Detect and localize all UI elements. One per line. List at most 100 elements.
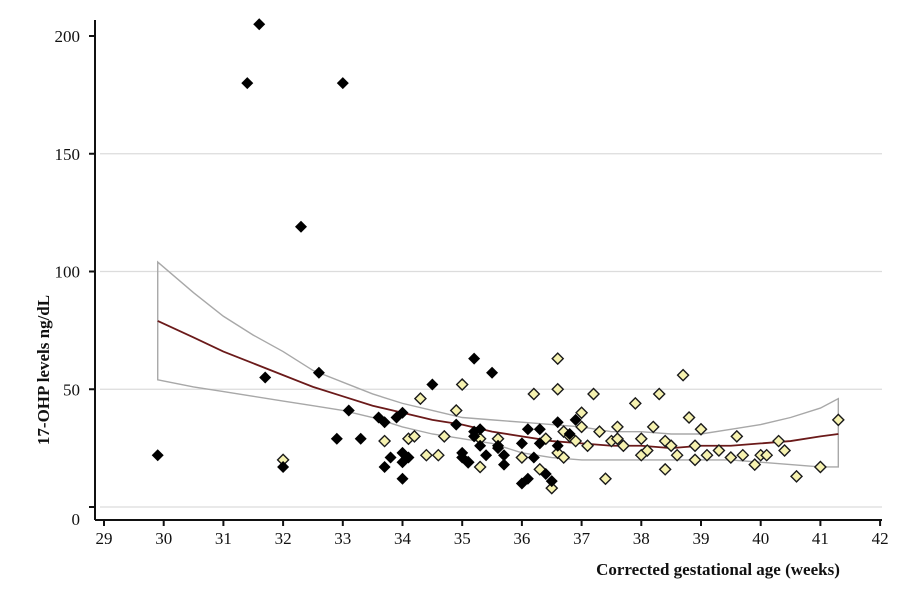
x-tick-label: 35 xyxy=(454,529,471,548)
data-point-black xyxy=(259,371,272,384)
data-point-black xyxy=(378,416,391,429)
x-tick-label: 34 xyxy=(394,529,412,548)
black-diamond-series xyxy=(151,18,582,490)
data-point-yellow xyxy=(670,448,684,462)
data-point-black xyxy=(563,427,576,440)
data-point-black xyxy=(539,468,552,481)
data-point-yellow xyxy=(748,458,762,472)
data-point-yellow xyxy=(419,448,433,462)
data-point-yellow xyxy=(598,472,612,486)
data-point-black xyxy=(486,366,499,379)
data-point-yellow xyxy=(712,443,726,457)
data-point-black xyxy=(521,423,534,436)
y-tick-label: 100 xyxy=(55,263,81,282)
x-tick-label: 39 xyxy=(693,529,710,548)
data-point-yellow xyxy=(831,413,845,427)
y-axis-title: 17-OHP levels ng/dL xyxy=(34,295,53,445)
data-point-black xyxy=(384,451,397,464)
data-point-black xyxy=(474,423,487,436)
data-point-black xyxy=(497,458,510,471)
data-point-yellow xyxy=(455,378,469,392)
y-tick-label: 50 xyxy=(63,380,80,399)
x-tick-label: 38 xyxy=(633,529,650,548)
data-point-yellow xyxy=(760,448,774,462)
data-point-yellow xyxy=(664,439,678,453)
data-point-yellow xyxy=(581,439,595,453)
x-tick-label: 29 xyxy=(96,529,113,548)
data-point-yellow xyxy=(515,451,529,465)
data-point-yellow xyxy=(569,434,583,448)
data-point-black xyxy=(533,437,546,450)
data-point-black xyxy=(533,423,546,436)
data-point-black xyxy=(402,451,415,464)
data-point-black xyxy=(336,77,349,90)
data-point-black xyxy=(253,18,266,31)
data-point-yellow xyxy=(688,439,702,453)
data-point-yellow xyxy=(688,453,702,467)
data-point-yellow xyxy=(527,387,541,401)
data-point-black xyxy=(151,449,164,462)
data-point-black xyxy=(515,437,528,450)
data-point-yellow xyxy=(551,382,565,396)
data-point-black xyxy=(295,220,308,233)
data-point-black xyxy=(462,456,475,469)
data-point-yellow xyxy=(431,448,445,462)
x-tick-label: 33 xyxy=(334,529,351,548)
data-point-black xyxy=(569,413,582,426)
y-tick-label: 0 xyxy=(72,510,81,529)
data-point-black xyxy=(545,475,558,488)
data-point-black xyxy=(330,432,343,445)
data-point-yellow xyxy=(545,481,559,495)
data-point-yellow xyxy=(413,392,427,406)
data-point-yellow xyxy=(736,448,750,462)
data-point-black xyxy=(396,472,409,485)
data-point-black xyxy=(551,439,564,452)
data-point-yellow xyxy=(593,425,606,439)
data-point-yellow xyxy=(730,429,744,443)
y-tick-label: 150 xyxy=(55,145,81,164)
gridlines xyxy=(100,153,882,508)
data-point-yellow xyxy=(473,460,487,474)
data-point-yellow xyxy=(575,406,589,420)
data-point-yellow xyxy=(557,451,571,465)
x-tick-label: 36 xyxy=(513,529,530,548)
data-point-black xyxy=(354,432,367,445)
data-point-black xyxy=(468,352,481,365)
x-tick-label: 41 xyxy=(812,529,829,548)
fit-curve xyxy=(157,320,839,450)
data-point-yellow xyxy=(610,432,624,446)
data-point-yellow xyxy=(790,469,804,483)
data-point-yellow xyxy=(437,429,451,443)
data-point-yellow xyxy=(407,429,421,443)
data-point-yellow xyxy=(676,368,690,382)
x-tick-label: 30 xyxy=(155,529,172,548)
x-tick-label: 31 xyxy=(215,529,232,548)
data-point-black xyxy=(474,439,487,452)
data-point-black xyxy=(551,416,564,429)
data-point-yellow xyxy=(813,460,827,474)
data-point-yellow xyxy=(575,420,589,434)
data-point-yellow xyxy=(449,403,463,417)
x-tick-label: 32 xyxy=(275,529,292,548)
x-tick-label: 40 xyxy=(752,529,769,548)
data-point-yellow xyxy=(694,422,708,436)
data-point-black xyxy=(241,77,254,90)
axes xyxy=(94,20,882,521)
data-point-black xyxy=(277,460,290,473)
data-point-yellow xyxy=(682,411,696,424)
data-point-black xyxy=(396,406,409,419)
yellow-diamond-series xyxy=(276,352,845,495)
data-point-black xyxy=(426,378,439,391)
y-tick-label: 200 xyxy=(55,27,81,46)
data-point-yellow xyxy=(640,443,654,457)
data-point-yellow xyxy=(646,420,660,434)
data-point-black xyxy=(378,460,391,473)
data-point-black xyxy=(450,418,463,431)
x-axis-title: Corrected gestational age (weeks) xyxy=(596,560,840,579)
data-point-yellow xyxy=(652,387,666,401)
data-point-yellow xyxy=(551,352,565,366)
data-point-black xyxy=(497,449,510,462)
data-point-yellow xyxy=(772,434,786,448)
data-point-black xyxy=(468,430,481,443)
data-point-black xyxy=(342,404,355,417)
